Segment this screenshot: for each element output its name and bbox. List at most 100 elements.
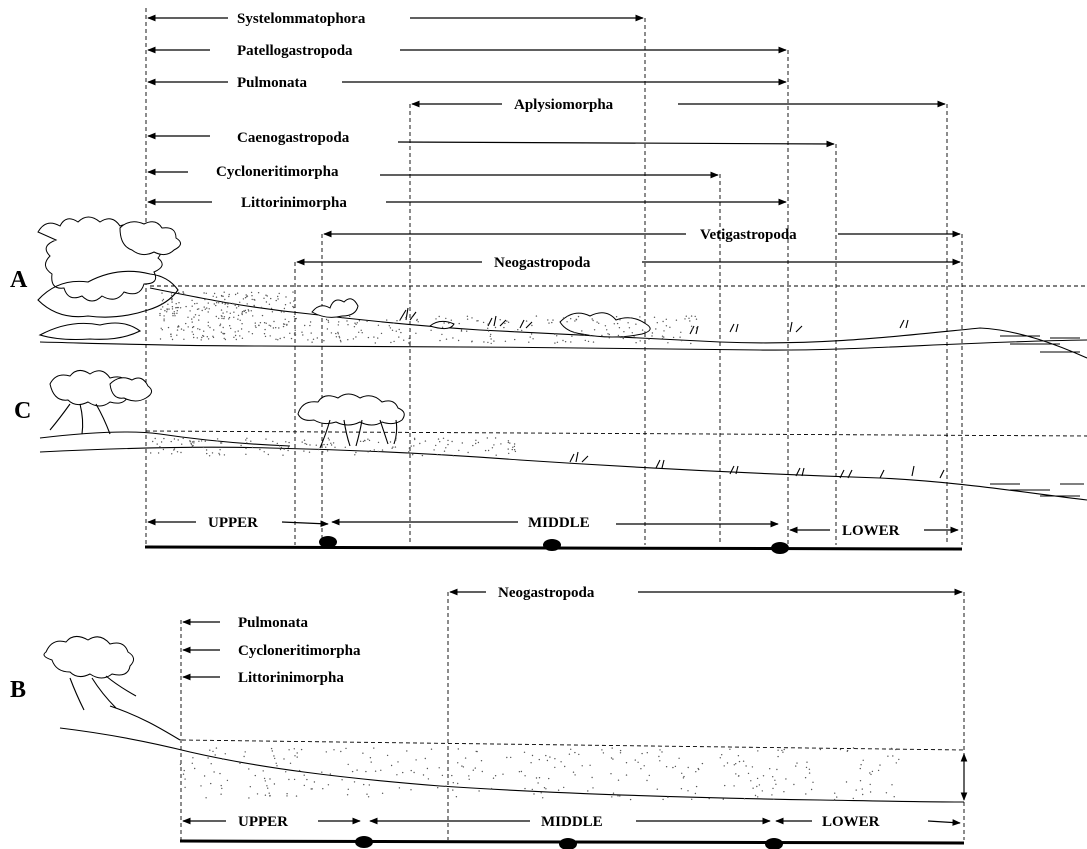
sand-dot [377, 337, 379, 339]
sand-dot [205, 797, 207, 799]
sand-dot [455, 796, 458, 798]
sand-dot [196, 302, 198, 305]
sand-dot [220, 793, 222, 795]
sand-dot [554, 342, 556, 344]
sand-dot [263, 777, 266, 780]
sand-dot [869, 783, 871, 786]
sand-dot [635, 323, 637, 325]
sand-dot [250, 291, 253, 294]
sand-dot [574, 332, 576, 334]
sand-dot [265, 438, 267, 440]
sand-dot [233, 336, 235, 338]
sand-dot [210, 782, 212, 785]
sand-dot [861, 788, 863, 790]
sand-dot [447, 439, 449, 442]
sand-dot [682, 777, 685, 779]
sand-dot [245, 447, 247, 450]
sand-dot [193, 440, 195, 443]
sand-dot [296, 756, 298, 758]
sand-dot [388, 325, 390, 327]
sand-dot [171, 301, 173, 303]
sand-dot [207, 757, 209, 759]
sand-dot [805, 793, 807, 795]
sand-dot [191, 321, 193, 323]
sand-dot [335, 332, 337, 335]
sand-dot [263, 333, 266, 335]
sand-dot [397, 761, 399, 763]
sand-dot [252, 315, 254, 317]
sand-dot [662, 320, 664, 323]
sand-dot [408, 447, 411, 449]
sand-dot [196, 308, 199, 310]
sand-dot [442, 437, 445, 439]
sand-dot [776, 768, 778, 771]
sand-dot [367, 336, 370, 339]
sand-dot [271, 750, 273, 752]
sand-dot [208, 455, 211, 457]
sand-dot [531, 754, 534, 757]
sand-dot [233, 316, 235, 318]
sand-dot [241, 337, 244, 339]
sand-dot [176, 451, 179, 453]
sand-dot [322, 451, 324, 453]
sand-dot [310, 332, 312, 334]
sand-dot [162, 306, 164, 308]
sand-dot [452, 455, 454, 457]
sand-dot [719, 757, 721, 759]
sand-dot [690, 342, 692, 345]
sand-dot [389, 441, 392, 443]
sand-dot [417, 321, 419, 323]
sand-dot [466, 315, 469, 317]
sand-dot [187, 316, 189, 318]
sand-dot [251, 446, 254, 449]
sand-dot [468, 775, 470, 777]
sand-dot [890, 747, 893, 750]
sand-dot [575, 318, 577, 320]
sand-dot [203, 306, 205, 308]
sand-dot [275, 338, 277, 340]
sand-dot [160, 327, 162, 329]
taxon-label-pulmonata: Pulmonata [237, 75, 308, 91]
sand-dot [366, 793, 368, 795]
sand-dot [689, 320, 691, 322]
sand-dot [374, 770, 377, 772]
sand-dot [191, 299, 193, 302]
sand-dot [421, 454, 424, 457]
sand-dot [173, 311, 175, 313]
sand-dot [619, 795, 621, 797]
sand-dot [275, 299, 277, 302]
sand-dot [612, 758, 614, 760]
sand-dot [409, 341, 411, 343]
sand-dot [200, 440, 203, 442]
sand-dot [447, 443, 449, 446]
sand-dot [895, 762, 897, 764]
sand-dot [157, 452, 160, 454]
taxon-label-aplysiomorpha: Aplysiomorpha [514, 97, 614, 113]
sand-dot [216, 440, 218, 442]
sand-dot [288, 778, 290, 781]
sand-dot [161, 303, 163, 305]
sand-dot [452, 782, 454, 784]
sand-dot [751, 766, 754, 768]
sand-dot [665, 766, 668, 768]
sand-dot [161, 329, 163, 331]
shore-profile-a: A [10, 216, 1087, 359]
sand-dot [327, 784, 330, 786]
sand-dot [584, 339, 586, 342]
sand-dot [259, 448, 261, 451]
sand-dot [606, 329, 608, 331]
sand-dot [237, 330, 239, 332]
sand-dot [491, 447, 494, 449]
sand-dot [210, 763, 212, 765]
sand-dot [295, 795, 298, 797]
sand-dot [556, 341, 559, 343]
sand-dot [160, 308, 162, 310]
sand-dot [271, 311, 274, 313]
sand-dot [192, 444, 194, 447]
sand-dot [191, 441, 194, 443]
sand-dot [175, 303, 177, 305]
sand-dot [374, 342, 376, 344]
sand-dot [629, 317, 632, 319]
sand-dot [294, 329, 296, 331]
sand-dot [266, 295, 268, 297]
